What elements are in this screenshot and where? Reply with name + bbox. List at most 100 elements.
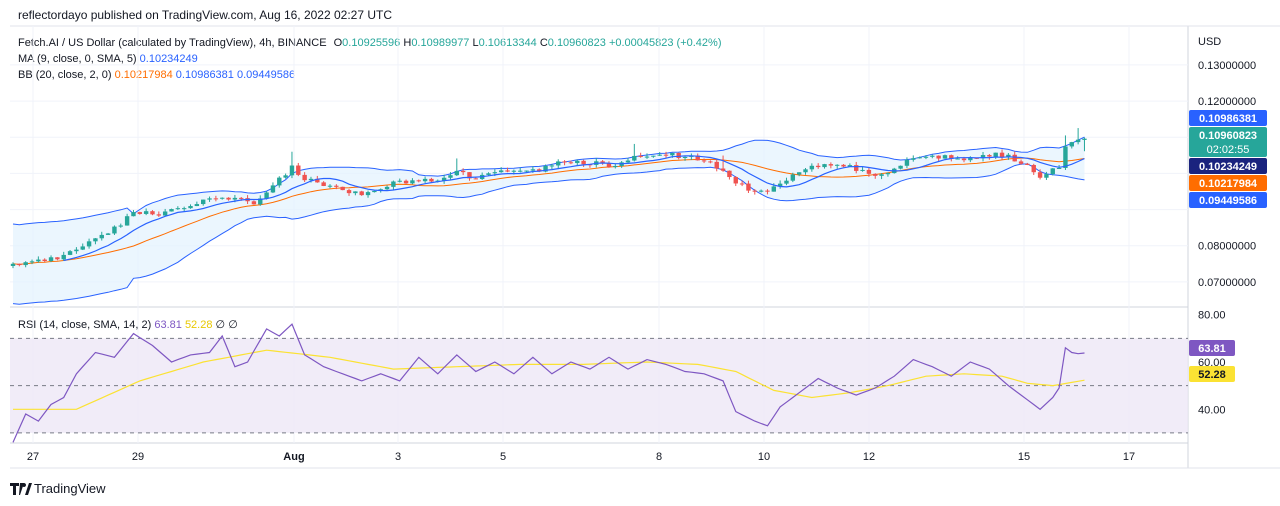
candle-body	[334, 185, 339, 187]
candle	[518, 167, 523, 173]
time-axis[interactable]: 27 29 Aug 3 5 8 10 12 15 17	[27, 451, 1135, 463]
candle-body	[353, 191, 358, 194]
candle-body	[562, 161, 567, 163]
candle	[55, 257, 60, 261]
candle-body	[289, 165, 295, 176]
candle	[410, 178, 415, 185]
rsi-extra-2: ∅	[228, 319, 238, 331]
candle-body	[486, 173, 491, 175]
bb-label: BB (20, close, 2, 0)	[18, 69, 112, 81]
close-label: C	[539, 37, 548, 49]
candle-body	[556, 161, 561, 166]
tag-rsi: 63.81	[1189, 340, 1235, 356]
candle	[48, 255, 54, 263]
candle-body	[1056, 167, 1062, 169]
candle-body	[397, 180, 402, 182]
candle-body	[194, 204, 200, 207]
candle	[169, 208, 174, 212]
candle	[1050, 168, 1055, 176]
candle-body	[828, 164, 834, 166]
tag-bb-basis: 0.10217984	[1189, 175, 1267, 191]
tradingview-logo-text: TradingView	[34, 481, 106, 496]
candle	[1037, 169, 1043, 180]
candle-body	[739, 183, 745, 185]
candle	[739, 180, 745, 187]
candle-body	[498, 170, 504, 173]
candle-body	[537, 169, 542, 172]
change-value: +0.00045823 (+0.42%)	[608, 37, 722, 49]
candle-body	[701, 160, 707, 162]
candle	[841, 164, 846, 168]
tag-bb-lower-text: 0.09449586	[1199, 195, 1257, 207]
candle-body	[930, 155, 935, 157]
candle	[334, 184, 339, 190]
candle-body	[315, 178, 320, 183]
candle-body	[93, 238, 98, 242]
rsi-line	[12, 323, 1085, 443]
candle	[143, 208, 149, 216]
candle-body	[1025, 163, 1030, 165]
candle	[67, 250, 73, 256]
candle	[1082, 137, 1087, 152]
candle	[752, 189, 757, 195]
rsi-ma-line	[13, 349, 1085, 410]
tag-bb-lower: 0.09449586	[1189, 192, 1267, 208]
candle-body	[581, 160, 586, 165]
time-tick-label: Aug	[283, 451, 304, 463]
candle	[663, 151, 669, 159]
candle	[930, 154, 935, 159]
candle-body	[676, 152, 681, 159]
candle-body	[321, 182, 326, 186]
candle	[936, 155, 941, 162]
candle-body	[835, 164, 840, 166]
candle-body	[23, 262, 28, 266]
candle	[746, 180, 751, 193]
candle	[980, 151, 986, 162]
candle-body	[1006, 154, 1011, 158]
candle-body	[226, 197, 231, 200]
candle-body	[258, 198, 263, 205]
tradingview-logo[interactable]: TradingView	[10, 481, 106, 496]
candle	[854, 161, 859, 174]
candle-body	[911, 158, 916, 160]
time-tick-label: 29	[132, 451, 144, 463]
candle	[638, 152, 643, 158]
candle-body	[822, 164, 827, 168]
candle	[562, 160, 567, 166]
candle	[270, 182, 276, 194]
candle	[822, 163, 827, 169]
candle	[283, 173, 288, 179]
candle-body	[1031, 164, 1036, 173]
candle-body	[917, 157, 922, 159]
candle-body	[847, 165, 853, 167]
rsi-ma-legend-value: 52.28	[184, 319, 213, 331]
candle-body	[815, 165, 821, 168]
candle-body	[752, 190, 757, 192]
time-tick-label: 10	[758, 451, 770, 463]
candle	[226, 197, 231, 201]
price-axis[interactable]: 0.13000000 0.12000000 0.08000000 0.07000000	[1198, 60, 1256, 289]
candle-body	[188, 206, 193, 209]
candle-body	[777, 183, 783, 187]
low-value: 0.10613344	[478, 37, 537, 49]
candle-body	[55, 257, 60, 260]
candle-body	[961, 158, 967, 161]
candle	[258, 195, 263, 206]
currency-label: USD	[1198, 36, 1221, 48]
candle-body	[74, 249, 79, 252]
candle-body	[150, 211, 155, 215]
candle-body	[854, 165, 859, 171]
bb-lower-line	[12, 163, 1085, 305]
candle-body	[143, 211, 149, 214]
candle-body	[86, 241, 92, 247]
candle-body	[765, 190, 770, 192]
candle	[911, 155, 916, 162]
candle	[416, 179, 421, 183]
open-value: 0.10925596	[342, 37, 401, 49]
candle	[815, 163, 821, 169]
candle	[213, 195, 219, 202]
high-label: H	[403, 37, 412, 49]
